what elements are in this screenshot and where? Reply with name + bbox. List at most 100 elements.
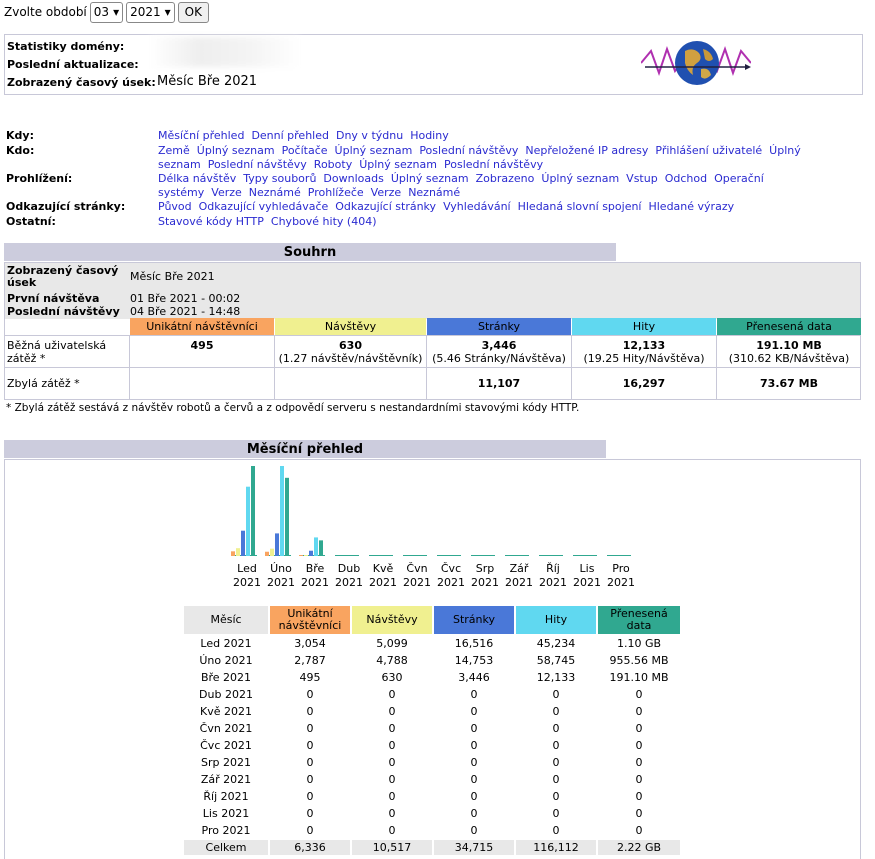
nav-link[interactable]: Poslední návštěvy xyxy=(207,158,307,171)
nav-link[interactable]: Odkazující vyhledávače xyxy=(198,200,329,213)
nav-link[interactable]: Stavové kódy HTTP xyxy=(158,215,264,228)
value-cell: 0 xyxy=(635,688,643,701)
nav-link[interactable]: Verze xyxy=(211,186,242,199)
normal-visits: 630 xyxy=(339,339,362,352)
table-row: Lis 2021 0 0 0 0 0 xyxy=(184,806,680,821)
value-cell: 0 xyxy=(635,790,643,803)
nav-link[interactable]: Původ xyxy=(158,200,192,213)
value-cell: 3,446 xyxy=(458,671,490,684)
nav-link[interactable]: Nepřeložené IP adresy xyxy=(525,144,649,157)
value-cell: 0 xyxy=(552,756,560,769)
nav-link[interactable]: Chybové hity (404) xyxy=(270,215,377,228)
summary-first-label: První návštěva xyxy=(7,292,100,305)
x-tick-label: Srp 2021 xyxy=(468,562,502,590)
nav-link[interactable]: Zobrazeno xyxy=(475,172,535,185)
x-tick-month: Srp xyxy=(475,562,495,575)
nav-link[interactable]: Neznámé xyxy=(248,186,301,199)
value-cell: 0 xyxy=(635,705,643,718)
x-tick-label: Zář 2021 xyxy=(502,562,536,590)
chart-baseline xyxy=(573,555,597,556)
value-cell: 0 xyxy=(470,807,478,820)
total-cell: 116,112 xyxy=(533,841,579,854)
table-row: Čvn 2021 0 0 0 0 0 xyxy=(184,721,680,736)
nav-link[interactable]: Typy souborů xyxy=(243,172,317,185)
value-cell: 630 xyxy=(381,671,403,684)
nav-link[interactable]: Úplný seznam xyxy=(196,144,275,157)
x-tick-label: Čvc 2021 xyxy=(434,562,468,590)
nav-link[interactable]: Země xyxy=(158,144,190,157)
normal-hits: 12,133 xyxy=(622,339,666,352)
nav-link[interactable]: Hledané výrazy xyxy=(648,200,735,213)
nav-link[interactable]: Dny v týdnu xyxy=(335,129,404,142)
nav-link[interactable]: Přihlášení uživatelé xyxy=(655,144,763,157)
value-cell: 0 xyxy=(552,705,560,718)
x-tick-month: Čvn xyxy=(406,562,428,575)
chart-baseline xyxy=(471,555,495,556)
x-tick-year: 2021 xyxy=(539,576,567,589)
nav-link[interactable]: Hodiny xyxy=(410,129,449,142)
x-tick-month: Říj xyxy=(546,562,560,575)
chart-baseline xyxy=(505,555,529,556)
ok-button[interactable]: OK xyxy=(177,1,209,23)
x-tick-year: 2021 xyxy=(301,576,329,589)
nav-link[interactable]: Poslední návštěvy xyxy=(444,158,544,171)
value-cell: 5,099 xyxy=(376,637,408,650)
nav-link[interactable]: Neznámé xyxy=(408,186,461,199)
nav-link[interactable]: Úplný seznam xyxy=(390,172,469,185)
value-cell: 0 xyxy=(635,773,643,786)
value-cell: 0 xyxy=(552,739,560,752)
nav-link[interactable]: Operační systémy xyxy=(158,172,764,199)
nav-link[interactable]: Měsíční přehled xyxy=(158,129,245,142)
value-cell: 0 xyxy=(635,722,643,735)
nav-link[interactable]: Hledaná slovní spojení xyxy=(517,200,642,213)
nav-link[interactable]: Vstup xyxy=(626,172,658,185)
value-cell: 0 xyxy=(388,705,396,718)
nav-link[interactable]: Poslední návštěvy xyxy=(419,144,519,157)
col-bytes: Přenesená data xyxy=(717,318,861,335)
nav-link[interactable]: Denní přehled xyxy=(251,129,329,142)
value-cell: 0 xyxy=(388,688,396,701)
table-row: Říj 2021 0 0 0 0 0 xyxy=(184,789,680,804)
divider xyxy=(716,335,717,399)
nav-link[interactable]: Roboty xyxy=(313,158,353,171)
normal-load-label: Běžná uživatelská zátěž * xyxy=(7,339,107,365)
nav-link[interactable]: Downloads xyxy=(323,172,384,185)
nav-link[interactable]: Úplný seznam xyxy=(158,144,801,171)
nav-ostatni-links: Stavové kódy HTTP Chybové hity (404) xyxy=(158,215,858,229)
nav-link[interactable]: Prohlížeče xyxy=(307,186,364,199)
nav-link[interactable]: Verze xyxy=(370,186,402,199)
value-cell: 0 xyxy=(388,722,396,735)
nav-link[interactable]: Úplný seznam xyxy=(334,144,413,157)
total-cell: Celkem xyxy=(205,841,247,854)
chart-bar xyxy=(265,551,269,556)
value-cell: 0 xyxy=(635,756,643,769)
nav-link[interactable]: Vyhledávání xyxy=(443,200,511,213)
value-cell: 0 xyxy=(635,824,643,837)
divider xyxy=(571,335,572,399)
value-cell: 3,054 xyxy=(294,637,326,650)
divider xyxy=(274,335,275,399)
summary-meta-bg xyxy=(5,263,860,319)
month-select[interactable]: 03 ▾ xyxy=(89,1,124,23)
nav-link[interactable]: Odkazující stránky xyxy=(335,200,437,213)
nav-prohlizeni-label: Prohlížení: xyxy=(6,172,73,185)
nav-link[interactable]: Délka návštěv xyxy=(158,172,237,185)
nav-link[interactable]: Odchod xyxy=(664,172,708,185)
year-select[interactable]: 2021 ▾ xyxy=(126,1,175,23)
value-cell: 0 xyxy=(388,756,396,769)
nav-link[interactable]: Úplný seznam xyxy=(541,172,620,185)
value-cell: 0 xyxy=(388,790,396,803)
value-cell: 0 xyxy=(552,824,560,837)
nav-link[interactable]: Počítače xyxy=(281,144,328,157)
value-cell: 0 xyxy=(306,739,314,752)
table-row: Bře 2021 495 630 3,446 12,133 191.10 MB xyxy=(184,670,680,685)
chart-bar xyxy=(241,530,245,556)
monthly-chart xyxy=(231,466,631,556)
chart-bar xyxy=(314,537,318,556)
summary-first-value: 01 Bře 2021 - 00:02 xyxy=(130,292,241,305)
normal-hits-sub: (19.25 Hity/Návštěva) xyxy=(583,352,705,365)
nav-link[interactable]: Úplný seznam xyxy=(359,158,437,171)
value-cell: 0 xyxy=(306,790,314,803)
nav-kdy-label: Kdy: xyxy=(6,129,34,142)
value-cell: 0 xyxy=(470,790,478,803)
